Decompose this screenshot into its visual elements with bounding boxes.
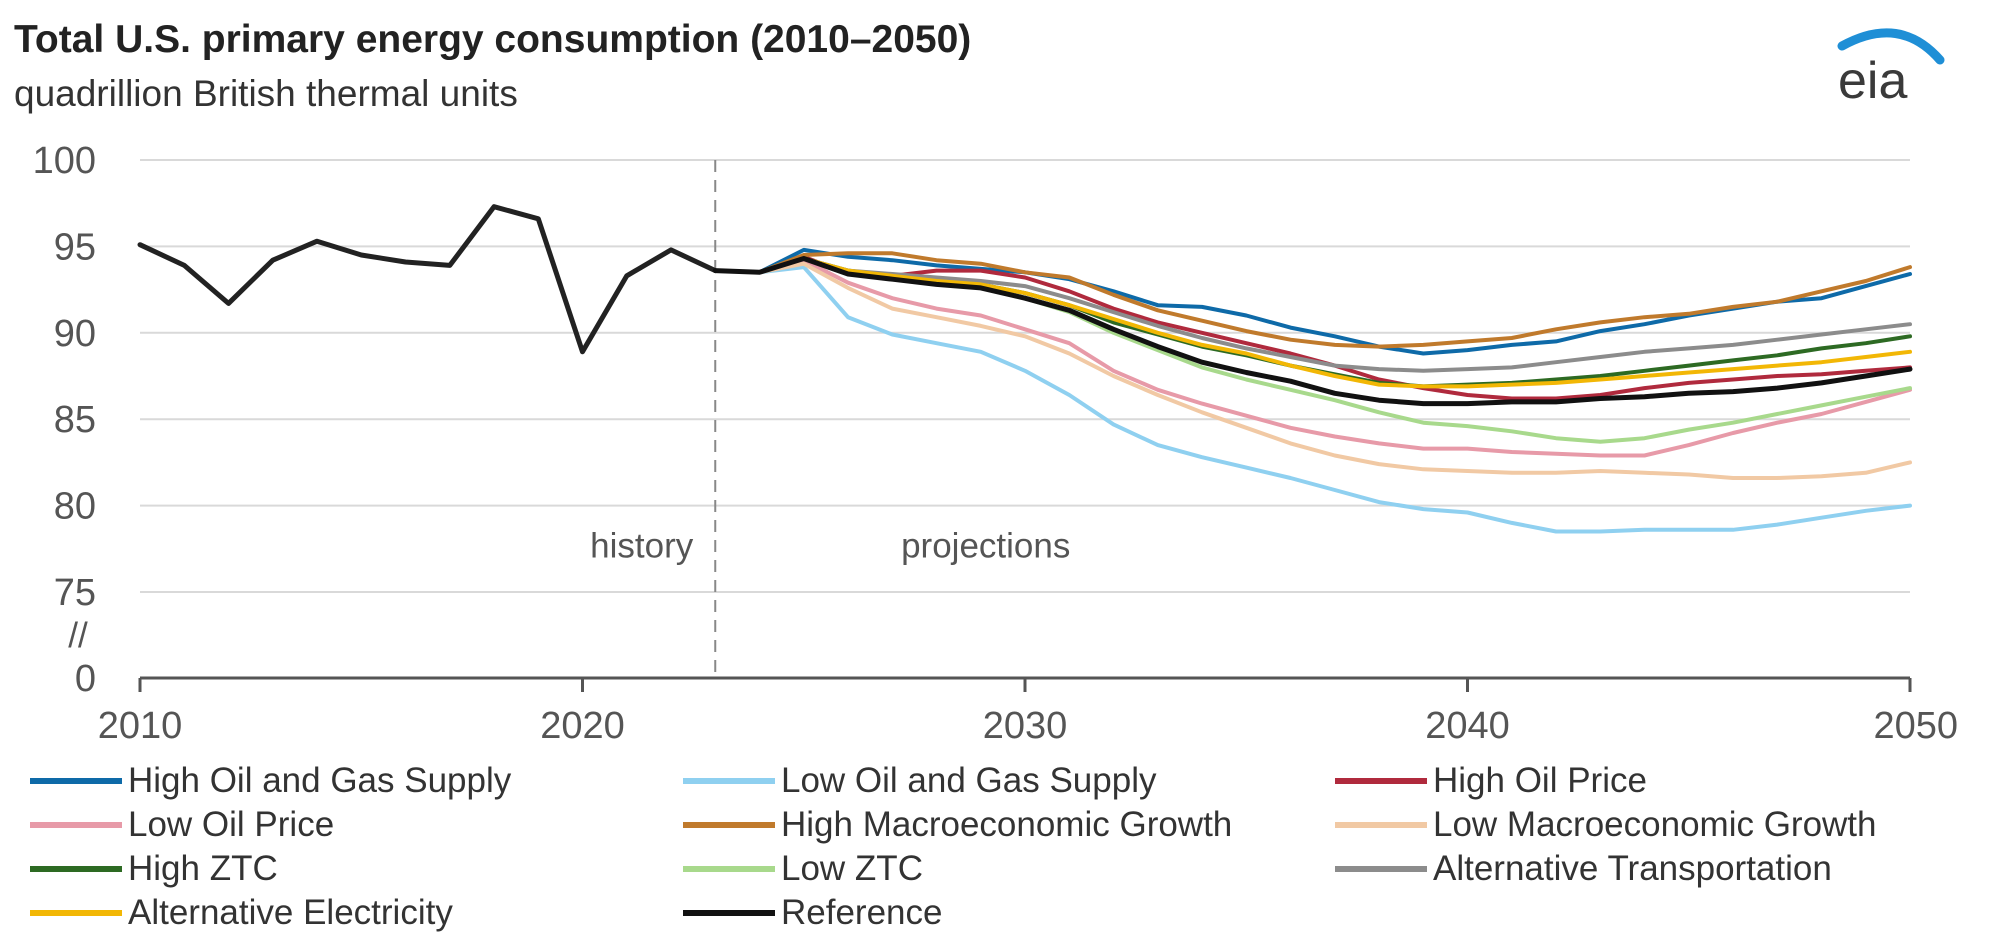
series-line-reference xyxy=(712,256,1913,407)
projections-label: projections xyxy=(901,526,1070,565)
x-tick-label: 2010 xyxy=(98,705,183,747)
legend-label-low-ztc: Low ZTC xyxy=(781,849,923,888)
history-label: history xyxy=(590,526,694,565)
y-tick-label: 95 xyxy=(54,226,96,268)
y-tick-label: 0 xyxy=(75,658,96,700)
logo-text: eia xyxy=(1838,52,1907,110)
y-tick-label: 80 xyxy=(54,486,96,528)
logo-arc-icon xyxy=(1837,28,1945,65)
legend: High Oil and Gas Supply Low Oil and Gas S… xyxy=(30,761,1877,932)
series-line-high-oil-and-gas-supply xyxy=(713,247,1912,356)
axes: 0 75 80 85 90 95 100 2010 2020 2030 2040 2050 xyxy=(33,140,1958,747)
x-tick-label: 2040 xyxy=(1425,705,1510,747)
chart-title: Total U.S. primary energy consumption (2… xyxy=(14,18,972,61)
x-tick-label: 2030 xyxy=(983,705,1068,747)
y-tick-label: 100 xyxy=(33,140,96,182)
series-line-high-macroeconomic-growth xyxy=(713,251,1912,349)
legend-label-alternative-transportation: Alternative Transportation xyxy=(1433,849,1832,888)
series-line-low-oil-price xyxy=(713,258,1912,458)
legend-label-reference: Reference xyxy=(781,893,942,932)
legend-label-high-macroeconomic-growth: High Macroeconomic Growth xyxy=(781,805,1232,844)
y-tick-label: 75 xyxy=(54,572,96,614)
series-line-alternative-electricity xyxy=(713,256,1912,389)
x-tick-label: 2050 xyxy=(1873,705,1958,747)
series-line-low-oil-and-gas-supply xyxy=(713,265,1912,534)
legend-label-high-oil-price: High Oil Price xyxy=(1433,761,1647,800)
legend-label-alternative-electricity: Alternative Electricity xyxy=(128,893,453,932)
legend-label-high-ztc: High ZTC xyxy=(128,849,278,888)
axis-break-mark: // xyxy=(68,616,88,655)
x-tick-label: 2020 xyxy=(540,705,625,747)
legend-label-low-oil-and-gas-supply: Low Oil and Gas Supply xyxy=(781,761,1157,800)
y-tick-label: 85 xyxy=(54,399,96,441)
y-tick-label: 90 xyxy=(54,313,96,355)
series-line-alternative-transportation xyxy=(713,256,1912,373)
gridlines xyxy=(140,159,1910,593)
history-series-line xyxy=(137,204,718,355)
series-lines xyxy=(137,204,1913,534)
legend-label-low-oil-price: Low Oil Price xyxy=(128,805,334,844)
chart-subtitle: quadrillion British thermal units xyxy=(14,73,518,114)
series-line-low-ztc xyxy=(713,256,1912,444)
annotations: history projections // xyxy=(68,160,1070,678)
legend-label-high-oil-and-gas-supply: High Oil and Gas Supply xyxy=(128,761,512,800)
eia-logo: eia xyxy=(1837,28,1945,110)
series-line-low-macroeconomic-growth xyxy=(713,261,1912,480)
legend-label-low-macroeconomic-growth: Low Macroeconomic Growth xyxy=(1433,805,1877,844)
